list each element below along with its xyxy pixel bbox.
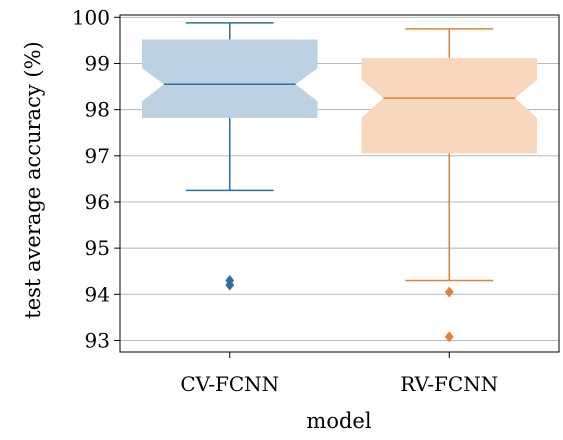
x-tick-label: CV-FCNN: [180, 372, 279, 396]
x-axis: CV-FCNN RV-FCNN: [180, 352, 498, 396]
outlier-point: [444, 331, 454, 343]
y-tick-label: 93: [85, 328, 110, 352]
y-axis-title: test average accuracy (%): [21, 41, 45, 318]
box-body: [141, 39, 318, 118]
box-body: [361, 57, 538, 154]
x-tick-label: RV-FCNN: [400, 372, 498, 396]
axes-frame: [119, 14, 560, 353]
y-tick-label: 94: [85, 282, 110, 306]
y-tick-label: 95: [85, 236, 110, 260]
outlier-point: [444, 286, 454, 298]
y-tick-label: 97: [85, 144, 110, 168]
x-axis-title: model: [306, 409, 371, 433]
y-tick-label: 96: [85, 190, 110, 214]
outlier-point: [225, 279, 235, 291]
y-tick-label: 98: [85, 98, 110, 122]
box-series: [141, 22, 538, 343]
y-tick-label: 100: [72, 5, 110, 29]
y-axis: 93 94 95 96 97 98 99 100: [72, 5, 120, 352]
y-tick-label: 99: [85, 51, 110, 75]
plot-frame: [119, 14, 560, 353]
